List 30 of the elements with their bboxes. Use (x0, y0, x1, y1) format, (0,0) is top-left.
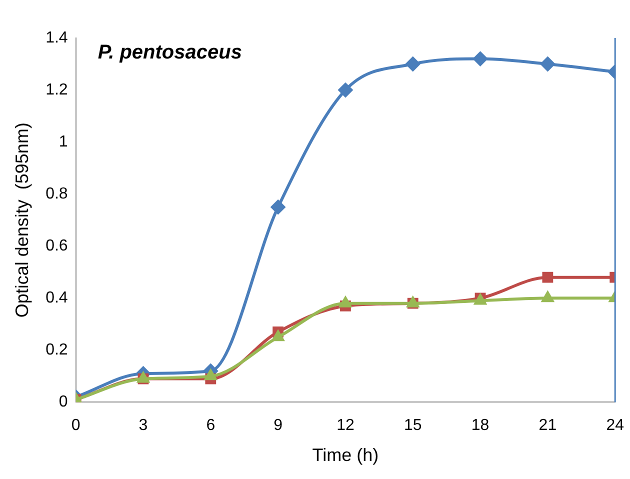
point (540, 56, 556, 72)
x-axis-title: Time (h) (312, 445, 379, 466)
y-tick-label: 1.4 (46, 29, 68, 46)
y-tick-label: 0.4 (46, 290, 68, 307)
y-tick-label: 0.8 (46, 185, 68, 202)
point (338, 296, 352, 308)
x-tick-label: 12 (336, 417, 354, 434)
x-tick-label: 6 (206, 417, 216, 434)
point (542, 272, 554, 283)
x-tick-label: 9 (274, 417, 283, 434)
x-tick-label: 21 (538, 417, 557, 434)
y-tick-label: 0.2 (46, 342, 68, 359)
y-tick-label: 1.2 (46, 81, 68, 98)
x-tick-label: 18 (471, 417, 490, 434)
annotation: P. pentosaceus (98, 42, 242, 64)
point (204, 368, 218, 380)
y-tick-label: 1 (58, 133, 68, 150)
point (338, 82, 353, 98)
point (541, 290, 554, 302)
x-tick-label: 15 (404, 417, 422, 434)
point (472, 51, 488, 66)
point (405, 56, 420, 72)
point (272, 330, 285, 342)
y-tick-label: 0.6 (46, 238, 68, 255)
x-tick-label: 3 (138, 417, 148, 434)
y-axis-title: Optical density (595nm) (12, 122, 32, 318)
x-tick-label: 24 (606, 417, 624, 434)
x-tick-label: 0 (71, 417, 80, 434)
y-tick-label: 0 (58, 394, 68, 411)
point (270, 200, 286, 215)
